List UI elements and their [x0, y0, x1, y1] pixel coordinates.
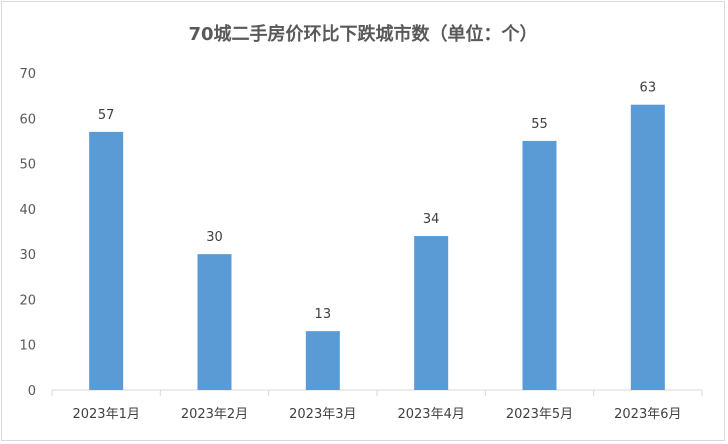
x-tick-label: 2023年2月 [181, 407, 248, 422]
data-label: 34 [423, 212, 440, 227]
y-tick-label: 20 [19, 293, 36, 308]
bar [414, 236, 449, 390]
data-label: 63 [640, 81, 657, 96]
data-label: 30 [206, 230, 223, 245]
chart-title: 70城二手房价环比下跌城市数（单位：个） [188, 24, 538, 45]
y-tick-label: 40 [19, 203, 36, 218]
x-tick-label: 2023年5月 [506, 407, 573, 422]
y-tick-label: 70 [19, 67, 36, 82]
y-tick-label: 10 [19, 339, 36, 354]
y-tick-label: 60 [19, 112, 36, 127]
bar [305, 331, 340, 390]
data-label: 13 [315, 307, 332, 322]
x-tick-label: 2023年6月 [614, 407, 681, 422]
x-tick-label: 2023年4月 [397, 407, 464, 422]
data-label: 57 [98, 108, 115, 123]
x-tick-label: 2023年1月 [72, 407, 139, 422]
bar [522, 140, 557, 390]
y-tick-label: 50 [19, 158, 36, 173]
bar [630, 104, 665, 390]
y-tick-label: 0 [28, 384, 36, 399]
y-tick-label: 30 [19, 248, 36, 263]
bar [89, 131, 124, 390]
x-tick-label: 2023年3月 [289, 407, 356, 422]
bar [197, 254, 232, 390]
data-label: 55 [531, 117, 548, 132]
